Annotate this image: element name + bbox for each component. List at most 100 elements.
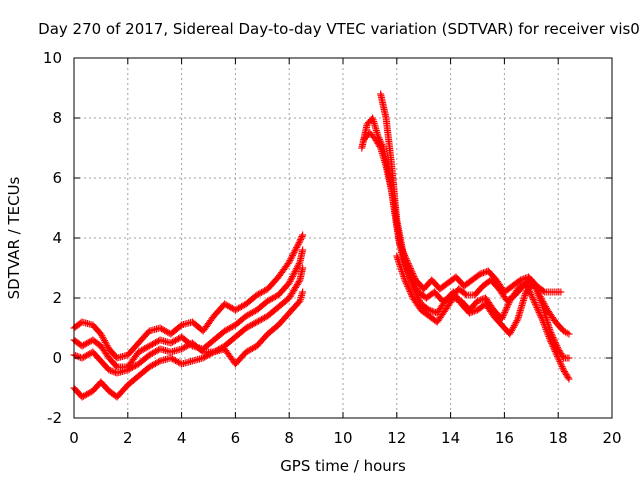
data-point-interp xyxy=(259,315,267,323)
x-tick-label: 18 xyxy=(549,429,568,447)
y-tick-label: 2 xyxy=(52,289,62,307)
data-point-interp xyxy=(501,307,509,315)
data-point-interp xyxy=(294,261,302,269)
data-point-interp xyxy=(424,305,432,313)
data-point xyxy=(231,306,239,314)
y-axis-label: SDTVAR / TECUs xyxy=(5,176,23,299)
data-point-interp xyxy=(83,351,91,359)
series-track-1 xyxy=(70,231,307,362)
data-point xyxy=(299,288,307,296)
data-point-interp xyxy=(151,360,159,368)
data-point-interp xyxy=(293,243,301,251)
data-point-interp xyxy=(537,312,545,320)
data-point-interp xyxy=(376,143,384,150)
data-point-interp xyxy=(268,294,276,302)
data-point xyxy=(530,297,538,305)
data-point-interp xyxy=(225,324,233,332)
data-point-interp xyxy=(547,338,555,346)
data-point xyxy=(546,336,554,344)
data-point-interp xyxy=(147,350,155,358)
data-point xyxy=(565,375,573,383)
x-tick-label: 6 xyxy=(231,429,241,447)
data-point-interp xyxy=(553,352,561,360)
data-point xyxy=(557,288,565,296)
data-point-interp xyxy=(258,288,266,296)
data-point-interp xyxy=(289,273,297,281)
data-point-interp xyxy=(536,310,544,318)
data-point-interp xyxy=(81,352,89,360)
data-point xyxy=(145,351,153,359)
data-point-interp xyxy=(138,346,146,354)
data-point-interp xyxy=(405,286,413,294)
data-point-interp xyxy=(557,359,565,367)
data-point-interp xyxy=(523,282,531,290)
data-point xyxy=(199,354,207,362)
data-point-interp xyxy=(558,363,566,371)
data-point-interp xyxy=(529,295,537,303)
data-point-interp xyxy=(548,339,556,347)
data-point xyxy=(145,363,153,371)
data-point-interp xyxy=(222,326,230,334)
data-point-interp xyxy=(224,325,232,333)
data-point-interp xyxy=(528,292,536,300)
data-point-interp xyxy=(161,327,169,335)
data-point-interp xyxy=(250,344,258,352)
data-point-interp xyxy=(80,392,88,400)
data-point-interp xyxy=(228,304,236,312)
data-point-interp xyxy=(244,311,252,319)
data-point xyxy=(242,324,250,332)
data-point-interp xyxy=(150,339,158,347)
data-point xyxy=(401,276,409,284)
data-point-interp xyxy=(556,357,564,365)
data-point-interp xyxy=(256,289,264,297)
data-point-interp xyxy=(227,324,235,332)
data-point xyxy=(221,327,229,335)
data-point-interp xyxy=(294,240,302,248)
data-point-interp xyxy=(80,341,88,349)
data-point-interp xyxy=(245,310,253,318)
data-point-interp xyxy=(286,277,294,285)
data-point-interp xyxy=(527,290,535,298)
data-point-interp xyxy=(548,341,556,349)
data-point-interp xyxy=(84,351,92,359)
data-point-interp xyxy=(204,351,212,359)
data-point-interp xyxy=(254,290,262,298)
data-point-interp xyxy=(248,309,256,317)
data-point-interp xyxy=(148,349,156,357)
data-point-interp xyxy=(289,250,297,258)
data-point-interp xyxy=(182,342,190,350)
chart-title: Day 270 of 2017, Sidereal Day-to-day VTE… xyxy=(38,20,640,38)
x-tick-label: 20 xyxy=(602,429,621,447)
data-point-interp xyxy=(295,260,303,268)
data-point-interp xyxy=(84,339,92,347)
x-tick-label: 10 xyxy=(333,429,352,447)
data-point-interp xyxy=(198,347,206,355)
data-point-interp xyxy=(236,303,244,311)
data-point xyxy=(156,324,164,332)
data-point-interp xyxy=(247,345,255,353)
data-point-interp xyxy=(248,345,256,353)
data-point-interp xyxy=(179,344,187,352)
data-point-interp xyxy=(502,305,510,313)
data-point-interp xyxy=(549,343,557,351)
data-point-interp xyxy=(265,296,273,304)
data-point-interp xyxy=(551,347,559,355)
data-point-interp xyxy=(290,248,298,256)
data-point-interp xyxy=(531,300,539,308)
data-point-interp xyxy=(287,255,295,263)
data-point-interp xyxy=(295,278,303,285)
data-point-interp xyxy=(295,239,303,247)
y-tick-label: 6 xyxy=(52,169,62,187)
y-tick-label: 0 xyxy=(52,349,62,367)
data-point-interp xyxy=(130,363,138,371)
data-point-interp xyxy=(289,252,297,260)
data-point-interp xyxy=(150,360,158,368)
data-point-interp xyxy=(258,315,266,323)
data-point-interp xyxy=(534,307,542,315)
data-point-interp xyxy=(162,327,170,335)
data-point-interp xyxy=(248,321,256,329)
data-point xyxy=(221,300,229,308)
y-tick-label: 10 xyxy=(43,49,62,67)
series-track-4 xyxy=(70,288,307,401)
